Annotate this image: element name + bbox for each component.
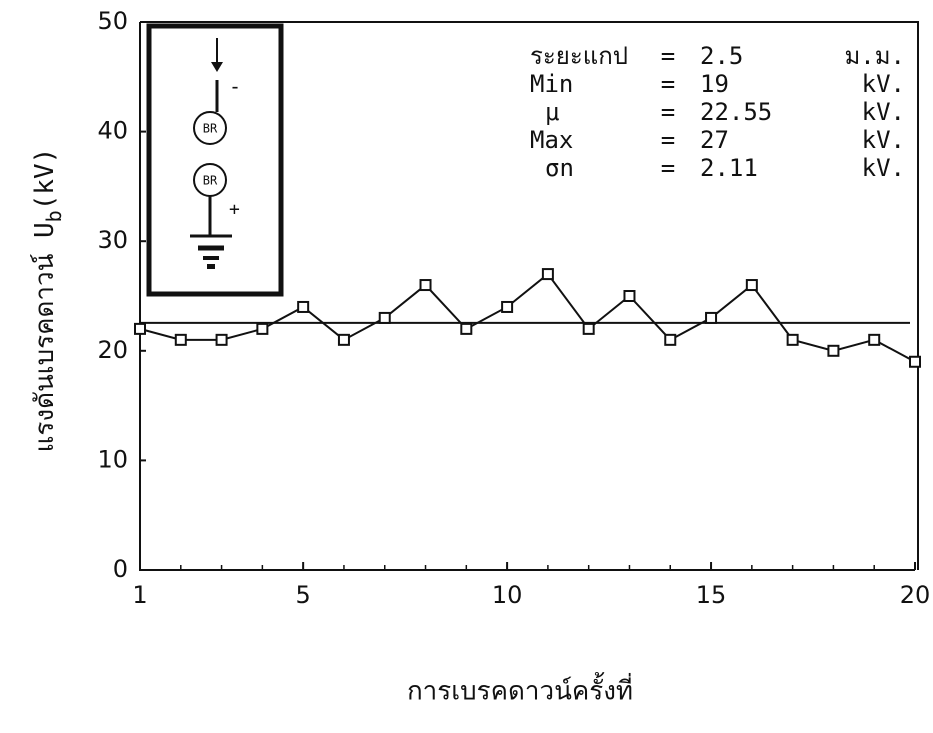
y-axis-label: แรงดันเบรคดาวน์ Ub(kV): [30, 148, 66, 453]
data-point: [868, 333, 881, 346]
data-point: [337, 333, 350, 346]
y-tick-label: 0: [113, 555, 128, 583]
annotation-unit: kV.: [862, 126, 905, 154]
annotation-sign: =: [661, 126, 675, 154]
annotation-unit: kV.: [862, 70, 905, 98]
annotation-value: 2.5: [700, 42, 743, 70]
y-tick-label: 10: [97, 445, 128, 473]
annotation-label: μ: [545, 98, 559, 126]
annotation-sign: =: [661, 154, 675, 182]
annotation-unit: ม.ม.: [844, 42, 905, 70]
annotation-value: 22.55: [700, 98, 772, 126]
annotation-label: Max: [530, 126, 573, 154]
x-axis-label: การเบรคดาวน์ครั้งที่: [407, 672, 633, 707]
ground: [207, 264, 215, 269]
y-axis-label-text: แรงดันเบรคดาวน์ U: [30, 222, 60, 452]
data-point: [827, 344, 840, 357]
y-axis-label-subscript: b: [42, 210, 66, 222]
x-tick-label: 5: [296, 581, 311, 609]
annotation-value: 19: [700, 70, 729, 98]
data-point: [174, 333, 187, 346]
data-line: [139, 272, 916, 363]
y-tick-label: 30: [97, 226, 128, 254]
data-point: [541, 268, 554, 281]
data-point: [419, 279, 432, 292]
y-tick-label: 40: [97, 117, 128, 145]
data-point: [623, 290, 636, 302]
data-point: [215, 333, 228, 346]
data-point: [664, 333, 677, 346]
sphere-label: BR: [203, 122, 218, 136]
x-tick-label: 1: [132, 581, 147, 609]
y-tick-label: 20: [97, 336, 128, 364]
annotation-label: ระยะแกป: [530, 42, 628, 70]
annotation-sign: =: [661, 42, 675, 70]
annotation-label: Min: [530, 70, 573, 98]
annotation-unit: kV.: [862, 154, 905, 182]
annotation-value: 27: [700, 126, 729, 154]
annotation-sign: =: [661, 98, 675, 126]
data-point: [909, 355, 921, 368]
sphere-label: BR: [203, 174, 218, 188]
y-axis-label-unit: (kV): [30, 148, 60, 211]
data-point: [297, 300, 310, 313]
data-point: [705, 311, 718, 324]
annotation-label: σn: [545, 154, 574, 182]
x-tick-label: 15: [696, 581, 727, 609]
data-point: [256, 322, 269, 335]
arrow-head: [211, 62, 223, 72]
polarity: +: [229, 199, 240, 220]
annotation-value: 2.11: [700, 154, 758, 182]
annotation-sign: =: [661, 70, 675, 98]
data-point: [582, 322, 595, 335]
data-point: [501, 300, 514, 313]
data-point: [745, 279, 758, 292]
inset-frame: [146, 23, 284, 297]
x-tick-label: 10: [492, 581, 523, 609]
x-tick-label: 20: [900, 581, 931, 609]
sphere: [193, 111, 227, 145]
data-point: [378, 311, 391, 324]
polarity: -: [229, 75, 241, 99]
data-point: [786, 333, 799, 346]
data-point: [134, 322, 146, 335]
inset-diagram: BR BR - +: [146, 23, 284, 297]
y-tick-label: 50: [97, 7, 128, 35]
annotation-unit: kV.: [862, 98, 905, 126]
data-point: [460, 322, 473, 335]
